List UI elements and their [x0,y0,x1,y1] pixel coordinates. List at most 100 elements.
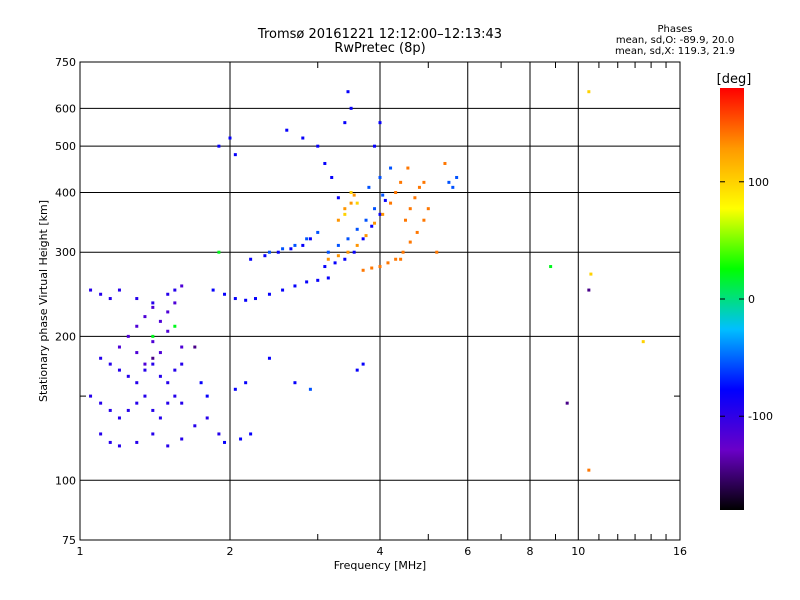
echo-point [193,424,197,428]
echo-point [249,257,253,261]
echo-point [239,437,243,441]
echo-point [316,278,320,282]
echo-point [267,356,271,360]
echo-point [158,351,162,355]
echo-point [343,212,347,216]
echo-point [378,121,382,125]
echo-point [399,257,403,261]
echo-point [323,265,327,269]
echo-point [281,288,285,292]
echo-point [151,356,155,360]
echo-point [166,401,170,405]
echo-point [364,234,368,238]
y-tick-label: 600 [55,102,76,115]
echo-point [378,212,382,216]
echo-point [276,250,280,254]
echo-point [389,166,393,170]
echo-point [355,201,359,205]
echo-point [244,298,248,302]
echo-point [166,381,170,385]
colorbar-ticks: 100 0 -100 [720,176,773,423]
echo-point [330,175,334,179]
colorbar-label: [deg] [717,72,752,87]
echo-point [117,288,121,292]
echo-point [233,297,237,301]
y-tick-label: 400 [55,186,76,199]
echo-point [89,288,93,292]
echo-point [370,224,374,228]
y-tick-label: 200 [55,330,76,343]
echo-point [381,193,385,197]
echo-point [233,387,237,391]
echo-point [301,243,305,247]
colorbar-tick-label: -100 [748,410,773,423]
x-tick-label: 8 [527,545,534,558]
echo-point [135,381,139,385]
echo-point [361,362,365,366]
echo-point [217,144,221,148]
echo-point [263,254,267,258]
echo-point [135,401,139,405]
echo-point [99,356,103,360]
echo-point [99,401,103,405]
echo-point [117,345,121,349]
echo-point [217,250,221,254]
echo-point [355,227,359,231]
echo-point [199,381,203,385]
echo-point [166,329,170,333]
y-tick-label: 100 [55,474,76,487]
echo-point [443,161,447,165]
echo-point [205,394,209,398]
echo-point [281,247,285,251]
echo-point [406,166,410,170]
echo-point [326,257,330,261]
echo-point [108,362,112,366]
x-tick-label: 10 [571,545,585,558]
echo-point [587,468,591,472]
echo-point [117,368,121,372]
echo-point [151,340,155,344]
echo-point [228,136,232,140]
echo-point [447,180,451,184]
plot-frame [79,61,681,541]
echo-point [249,432,253,436]
echo-point [301,136,305,140]
x-tick-label: 6 [464,545,471,558]
stats-x-mode: mean, sd,X: 119.3, 21.9 [614,46,736,57]
echo-point [355,243,359,247]
echo-point [408,240,412,244]
echo-point [370,266,374,270]
echo-point [223,440,227,444]
echo-point [336,218,340,222]
echo-point [326,276,330,280]
echo-point [244,381,248,385]
echo-point [589,272,593,276]
echo-point [373,221,377,225]
echo-point [108,297,112,301]
echo-point [173,394,177,398]
echo-point [349,106,353,110]
y-tick-label: 75 [62,534,76,547]
echo-point [346,90,350,94]
echo-point [126,374,130,378]
x-tick-label: 16 [673,545,687,558]
echo-point [367,185,371,189]
echo-point [305,280,309,284]
echo-point [435,250,439,254]
y-tick-label: 750 [55,56,76,69]
data-points [89,90,645,472]
echo-point [381,212,385,216]
echo-point [166,310,170,314]
echo-point [205,416,209,420]
echo-point [293,243,297,247]
gridlines [80,62,680,540]
echo-point [117,444,121,448]
echo-point [455,175,459,179]
echo-point [151,432,155,436]
echo-point [158,374,162,378]
echo-point [308,237,312,241]
echo-point [151,334,155,338]
echo-point [316,230,320,234]
echo-point [343,207,347,211]
